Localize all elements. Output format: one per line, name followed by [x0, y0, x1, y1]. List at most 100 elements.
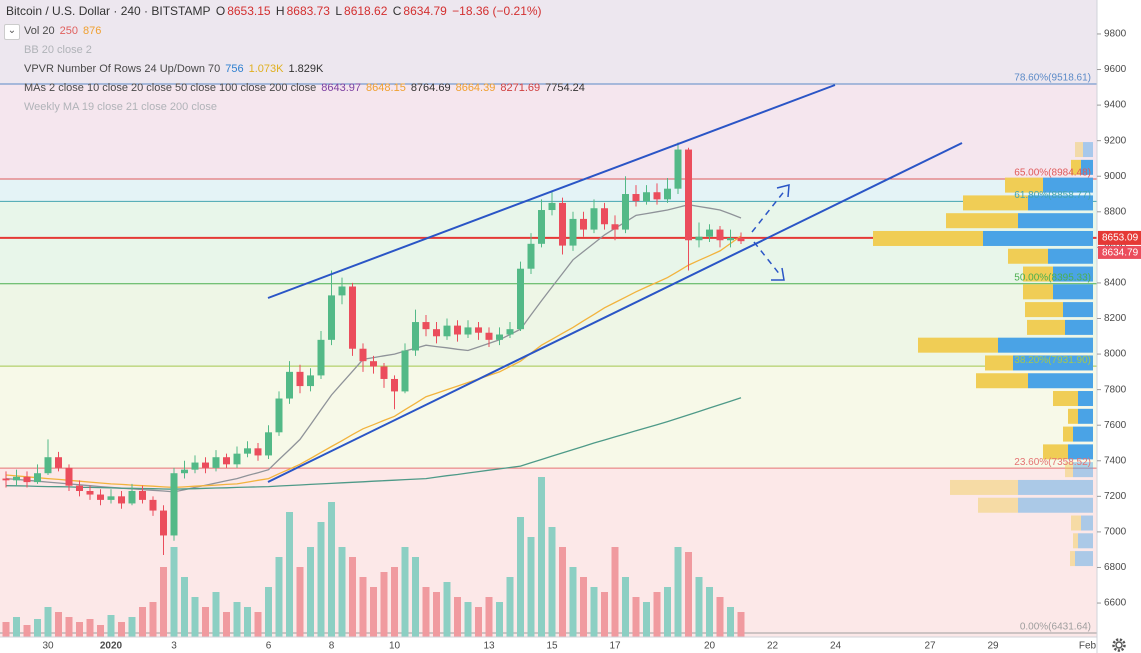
arrow-up — [751, 188, 787, 233]
profile-up — [1081, 515, 1093, 531]
x-tick-label: 10 — [389, 641, 401, 652]
settings-icon[interactable] — [1112, 638, 1126, 652]
ohlc-key: C — [392, 4, 402, 18]
y-tick-label: 8000 — [1104, 349, 1127, 360]
price-axis-bg — [1097, 0, 1141, 653]
profile-down — [978, 497, 1018, 513]
candle-body — [527, 243, 535, 269]
candle-body — [296, 371, 304, 387]
candle-body — [685, 149, 692, 241]
volume-bar — [2, 622, 10, 637]
volume-bar — [685, 552, 692, 637]
volume-bar — [107, 615, 115, 637]
candle-body — [76, 485, 83, 491]
ohlc-value: 8634.79 — [403, 4, 447, 18]
y-tick-label: 7800 — [1104, 384, 1127, 395]
volume-bar — [328, 502, 335, 637]
profile-down — [976, 373, 1028, 389]
candle-body — [13, 476, 20, 481]
candle-body — [706, 229, 713, 237]
trend-lines — [267, 84, 963, 483]
y-tick-label: 9400 — [1104, 100, 1127, 111]
volume-profile — [873, 142, 1093, 567]
x-tick-label: 13 — [483, 641, 495, 652]
y-tick-label: 7200 — [1104, 491, 1127, 502]
candle-body — [233, 453, 241, 465]
ohlc-key: O — [215, 4, 226, 18]
y-tick-label: 9000 — [1104, 171, 1127, 182]
current-price-label: 8653.09 — [1102, 233, 1139, 244]
fib-label: 78.60%(9518.61) — [1014, 73, 1091, 84]
volume-bar — [517, 517, 524, 637]
fib-zone — [0, 366, 1097, 469]
candle-body — [475, 327, 482, 333]
y-tick-label: 6600 — [1104, 598, 1127, 609]
volume-bar — [265, 587, 272, 637]
profile-up — [1075, 551, 1093, 567]
ohlc-value: 8683.73 — [286, 4, 330, 18]
symbol: Bitcoin / U.S. Dollar · 240 · BITSTAMP — [6, 4, 211, 18]
ma-line — [5, 235, 742, 489]
channel-upper — [267, 84, 836, 299]
volume-bar — [559, 547, 566, 637]
volume-bar — [433, 592, 440, 637]
fib-zone — [0, 0, 1097, 85]
candle-body — [590, 208, 598, 230]
profile-down — [1068, 408, 1078, 424]
profile-up — [1078, 408, 1093, 424]
candle-body — [391, 378, 398, 392]
profile-up — [1053, 284, 1093, 300]
profile-down — [1075, 142, 1083, 158]
ohlc-key: L — [335, 4, 343, 18]
collapse-button[interactable]: ⌄ — [4, 24, 20, 40]
fib-label: 65.00%(8984.48) — [1014, 168, 1091, 179]
volume-bar — [527, 537, 535, 637]
volume-bar — [317, 522, 325, 637]
indicator-value: 8664.39 — [455, 82, 496, 94]
candle-body — [716, 229, 724, 241]
profile-up — [1073, 462, 1093, 478]
indicator-value: 8271.69 — [500, 82, 541, 94]
profile-up — [1053, 266, 1093, 282]
volume-bar — [349, 557, 356, 637]
volume-bar — [506, 577, 514, 637]
profile-down — [950, 479, 1018, 495]
candle-body — [160, 510, 167, 536]
volume-bar — [569, 567, 577, 637]
profile-down — [1053, 391, 1078, 407]
profile-down — [946, 213, 1018, 229]
candle-body — [737, 237, 745, 242]
volume-bar — [286, 512, 293, 637]
candle-body — [254, 448, 262, 456]
y-tick-label: 9600 — [1104, 64, 1127, 75]
volume-bar — [674, 547, 682, 637]
profile-down — [985, 355, 1013, 371]
ma-line — [5, 397, 742, 490]
fib-label: 61.80%(8858.77) — [1014, 190, 1091, 201]
indicator-name: Weekly MA 19 close 21 close 200 close — [24, 101, 218, 113]
profile-up — [1043, 177, 1093, 193]
volume-bar — [170, 547, 178, 637]
volume-bar — [695, 577, 703, 637]
volume-bar — [139, 607, 146, 637]
candle-body — [370, 361, 377, 367]
gear-teeth — [1112, 638, 1126, 652]
volume-bar — [412, 557, 419, 637]
profile-down — [1043, 444, 1068, 460]
volume-bar — [454, 597, 461, 637]
volume-bar — [538, 477, 545, 637]
profile-down — [1025, 302, 1063, 318]
volume-bar — [296, 567, 304, 637]
volume-bar — [254, 612, 262, 637]
profile-up — [1068, 444, 1093, 460]
candle-body — [538, 210, 545, 244]
profile-up — [1078, 533, 1093, 549]
volume-bar — [716, 597, 724, 637]
volume-bar — [23, 625, 31, 637]
current-price-box — [1098, 230, 1141, 245]
profile-down — [1023, 284, 1053, 300]
profile-down — [1073, 533, 1078, 549]
indicator-row: BB 20 close 2 — [24, 44, 97, 56]
axes: 6600 6800 7000 7200 7400 7600 7800 8000 8200 8400… — [42, 29, 1141, 652]
profile-up — [1013, 355, 1093, 371]
